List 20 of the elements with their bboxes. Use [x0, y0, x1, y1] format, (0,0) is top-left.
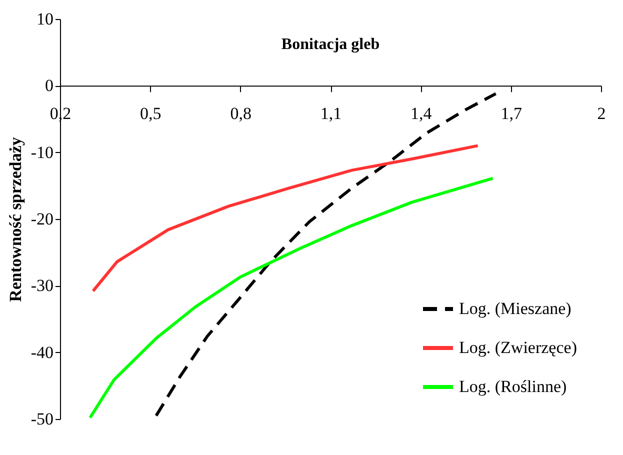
line-series — [88, 176, 494, 419]
x-tick-label: 2 — [597, 104, 606, 124]
y-tick-label: -40 — [30, 342, 54, 362]
x-tick-label: 1,7 — [500, 104, 522, 124]
x-tick-label: 0,5 — [140, 104, 162, 124]
x-tick-label: 0,8 — [230, 104, 252, 124]
y-tick-label: -50 — [30, 410, 54, 428]
legend-label: Log. (Zwierzęce) — [459, 338, 577, 357]
legend-label: Log. (Mieszane) — [459, 299, 572, 318]
y-tick-label: -30 — [30, 276, 54, 296]
line-series — [92, 144, 480, 292]
y-axis-title: Rentowność sprzedaży — [6, 136, 25, 302]
x-tick-label: 1,1 — [320, 104, 342, 124]
y-tick-label: -20 — [30, 210, 54, 228]
text: Bonitacja gleb — [281, 36, 380, 53]
y-tick-label: 10 — [36, 10, 54, 28]
legend-label: Log. (Roślinne) — [459, 377, 567, 396]
y-tick-label: -10 — [30, 142, 54, 162]
y-tick-label: 0 — [45, 76, 54, 96]
x-tick-label: 1,4 — [410, 104, 432, 124]
